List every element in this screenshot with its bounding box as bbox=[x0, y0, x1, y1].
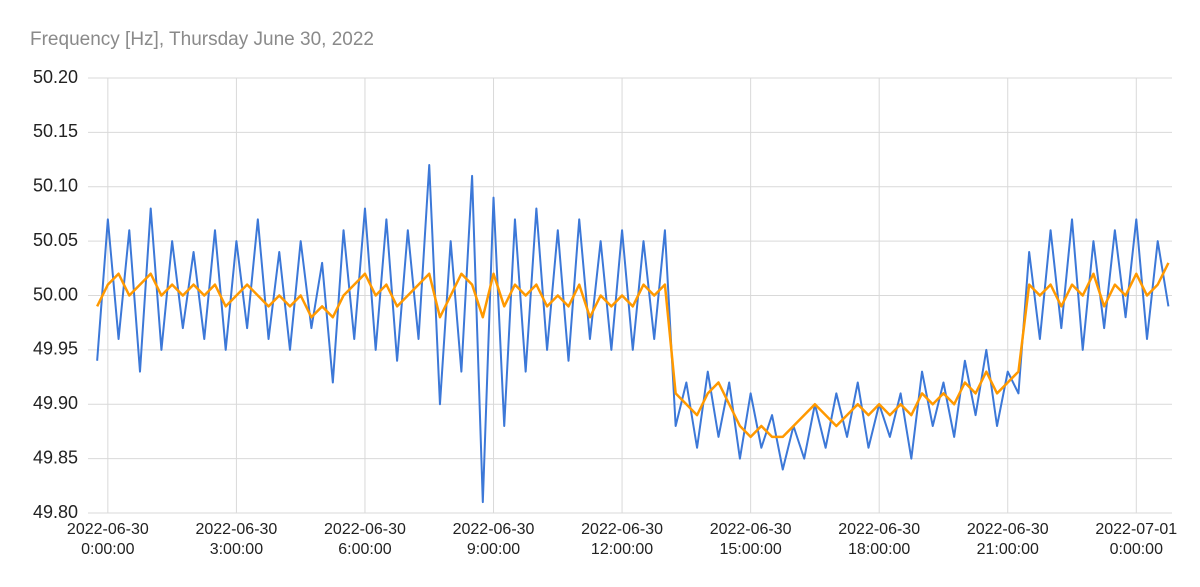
x-tick-label: 2022-06-30 21:00:00 bbox=[967, 521, 1049, 558]
x-tick-label: 2022-06-30 6:00:00 bbox=[324, 521, 406, 558]
y-tick-label: 50.20 bbox=[33, 67, 78, 87]
chart-title: Frequency [Hz], Thursday June 30, 2022 bbox=[30, 29, 374, 50]
y-tick-label: 49.80 bbox=[33, 502, 78, 522]
y-tick-label: 49.90 bbox=[33, 393, 78, 413]
data-line bbox=[96, 262, 1170, 439]
y-tick-label: 50.05 bbox=[33, 230, 78, 250]
y-tick-label: 49.85 bbox=[33, 447, 78, 467]
x-tick-label: 2022-06-30 3:00:00 bbox=[195, 521, 277, 558]
x-tick-label: 2022-07-01 0:00:00 bbox=[1095, 521, 1177, 558]
y-tick-label: 50.15 bbox=[33, 121, 78, 141]
y-tick-label: 49.95 bbox=[33, 339, 78, 359]
x-tick-label: 2022-06-30 0:00:00 bbox=[67, 521, 149, 558]
y-tick-label: 50.00 bbox=[33, 284, 78, 304]
x-tick-label: 2022-06-30 12:00:00 bbox=[581, 521, 663, 558]
data-line bbox=[96, 164, 1170, 504]
x-tick-label: 2022-06-30 18:00:00 bbox=[838, 521, 920, 558]
x-tick-label: 2022-06-30 9:00:00 bbox=[453, 521, 535, 558]
y-tick-label: 50.10 bbox=[33, 176, 78, 196]
x-tick-label: 2022-06-30 15:00:00 bbox=[710, 521, 792, 558]
